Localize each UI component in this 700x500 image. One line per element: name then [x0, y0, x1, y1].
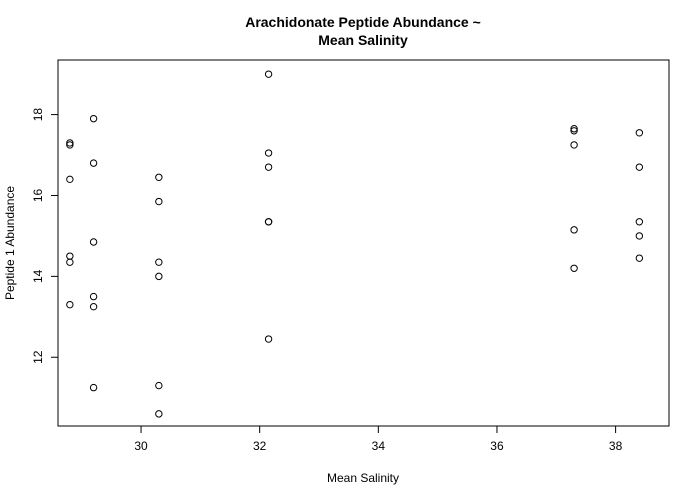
data-point [89, 114, 98, 123]
data-point [66, 175, 74, 184]
data-point [89, 302, 98, 311]
y-axis: 12 14 16 18 [31, 108, 58, 364]
y-tick-label: 12 [31, 350, 45, 364]
data-point [635, 163, 644, 171]
y-tick-label: 16 [31, 188, 45, 202]
data-point [570, 127, 578, 135]
data-point [570, 125, 578, 133]
x-tick-label: 38 [609, 439, 623, 453]
data-point [155, 173, 163, 181]
data-point [570, 141, 578, 149]
chart-title-line2: Mean Salinity [318, 32, 408, 48]
data-point [570, 226, 578, 234]
data-point [264, 149, 273, 157]
x-tick-label: 30 [134, 439, 148, 453]
chart-title-line1: Arachidonate Peptide Abundance ~ [245, 14, 481, 30]
data-point [155, 272, 163, 281]
data-point [635, 232, 644, 240]
plot-frame [57, 59, 670, 427]
data-point [635, 218, 644, 226]
x-axis: 30 32 34 36 38 [134, 426, 623, 453]
data-point [66, 141, 74, 149]
data-point [66, 300, 74, 309]
data-point [89, 159, 98, 167]
data-point [264, 163, 273, 171]
data-point [155, 258, 163, 266]
data-point [66, 252, 74, 260]
data-point [155, 197, 163, 206]
x-tick-label: 32 [253, 439, 267, 453]
y-tick-label: 18 [31, 108, 45, 122]
y-axis-label: Peptide 1 Abundance [3, 186, 17, 300]
data-point [264, 218, 273, 226]
x-axis-label: Mean Salinity [327, 471, 399, 485]
y-tick-label: 14 [31, 269, 45, 283]
data-point [89, 383, 98, 392]
x-tick-label: 34 [372, 439, 386, 453]
data-point [66, 139, 74, 147]
data-points [66, 70, 644, 418]
data-point [89, 238, 98, 246]
data-point [264, 335, 273, 343]
data-point [155, 410, 163, 418]
data-point [66, 258, 74, 266]
data-point [635, 254, 644, 262]
x-tick-label: 36 [490, 439, 504, 453]
data-point [264, 70, 273, 78]
data-point [89, 292, 98, 301]
data-point [570, 264, 578, 272]
data-point [635, 129, 644, 137]
data-point [155, 381, 163, 390]
